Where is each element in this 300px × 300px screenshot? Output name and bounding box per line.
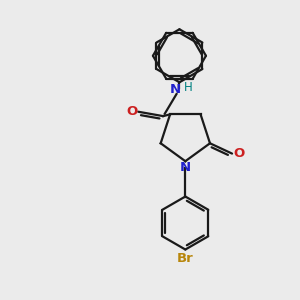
Text: Br: Br (177, 252, 194, 265)
Text: O: O (233, 147, 244, 160)
Text: O: O (126, 105, 137, 118)
Text: N: N (180, 161, 191, 174)
Text: N: N (170, 83, 181, 96)
Text: H: H (184, 81, 193, 94)
